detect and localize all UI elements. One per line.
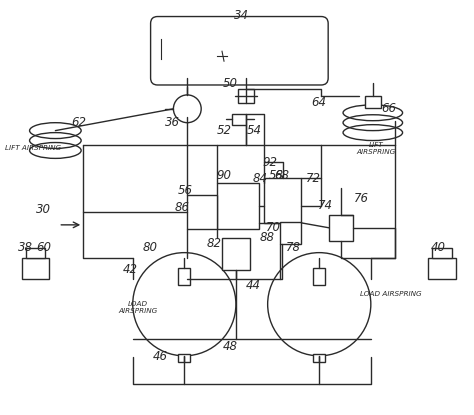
Text: 42: 42 [123,263,138,276]
Text: 34: 34 [234,9,249,22]
Text: 56: 56 [178,184,193,197]
Text: 74: 74 [318,198,333,212]
Text: LOAD
AIRSPRING: LOAD AIRSPRING [118,301,157,314]
Text: 68: 68 [274,169,289,182]
Text: 84: 84 [252,172,267,185]
Text: 60: 60 [36,241,51,254]
Text: 66: 66 [381,102,396,115]
Bar [178,354,190,362]
Bar [313,268,325,286]
Text: LOAD AIRSPRING: LOAD AIRSPRING [360,291,421,297]
Text: 38: 38 [18,241,33,254]
FancyBboxPatch shape [151,17,328,85]
Bar [329,215,353,241]
Text: 44: 44 [246,279,261,292]
Text: 86: 86 [175,202,190,215]
Text: 46: 46 [153,350,168,363]
Bar [232,114,246,124]
Text: 50: 50 [222,76,237,90]
Text: 30: 30 [36,203,51,217]
Bar [22,258,49,279]
Text: 48: 48 [222,340,237,354]
Bar [264,178,301,223]
Text: LIFT
AIRSPRING: LIFT AIRSPRING [356,142,395,155]
Bar [26,248,46,258]
Bar [365,96,381,108]
Text: LIFT AIRSPRING: LIFT AIRSPRING [6,146,62,151]
Bar [217,183,259,229]
Text: 88: 88 [259,231,274,244]
Bar [428,258,456,279]
Bar [187,195,217,229]
Text: 40: 40 [431,241,446,254]
Text: 76: 76 [354,192,368,205]
Bar [222,238,250,269]
Text: 78: 78 [286,241,301,254]
Text: 90: 90 [217,169,231,182]
Text: 58: 58 [269,169,284,182]
Text: 64: 64 [312,96,327,109]
Bar [313,354,325,362]
Text: 72: 72 [306,172,321,185]
Text: 70: 70 [266,221,281,234]
Text: 80: 80 [143,241,158,254]
Text: 54: 54 [246,124,261,137]
Bar [238,89,254,103]
Bar [280,222,301,244]
Text: 52: 52 [217,124,231,137]
Bar [432,248,452,258]
Text: 92: 92 [262,156,277,169]
Text: 82: 82 [207,237,221,250]
Text: 36: 36 [165,116,180,129]
Text: 62: 62 [72,116,87,129]
Bar [178,268,190,286]
